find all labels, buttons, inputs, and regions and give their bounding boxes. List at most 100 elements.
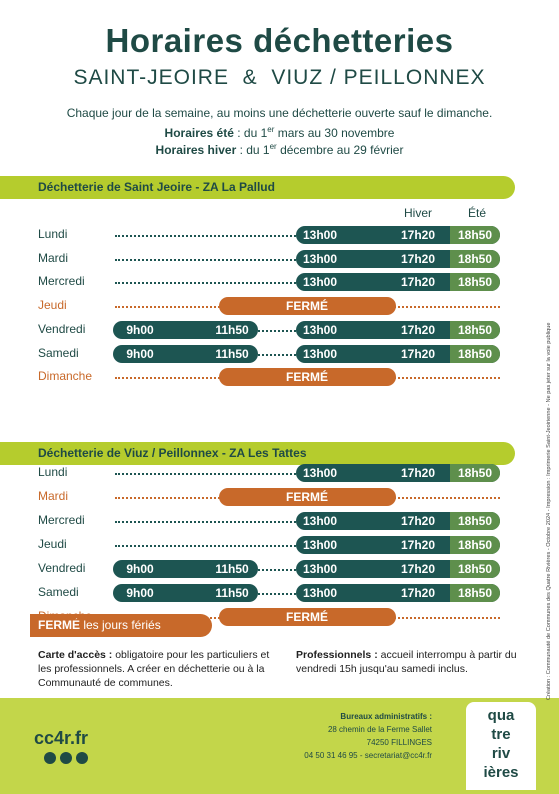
summer-segment xyxy=(450,512,500,530)
summer-segment xyxy=(450,273,500,292)
winter-close: 17h20 xyxy=(400,275,436,290)
label: Horaires hiver xyxy=(155,143,237,157)
label: Horaires été xyxy=(164,126,234,140)
day-label: Dimanche xyxy=(38,369,93,384)
summer-segment xyxy=(450,320,500,339)
logo-part: riv xyxy=(491,745,511,762)
open-time: 13h00 xyxy=(302,228,338,242)
afternoon-pill: 13h00 17h20 18h50 xyxy=(296,584,500,602)
access-note: Carte d'accès : obligatoire pour les par… xyxy=(38,648,278,690)
sup: er xyxy=(269,142,277,151)
contact-line: 04 50 31 46 95 - secretariat@cc4r.fr xyxy=(304,751,432,760)
title: Horaires déchetteries xyxy=(105,22,454,59)
winter-close: 17h20 xyxy=(400,466,436,480)
text: mars au 30 novembre xyxy=(274,126,395,140)
open-time: 13h00 xyxy=(302,466,338,480)
winter-close: 17h20 xyxy=(400,562,436,576)
sup: er xyxy=(267,125,275,134)
text: : du 1 xyxy=(236,143,270,157)
dotted-leader xyxy=(115,473,296,475)
summer-close: 18h50 xyxy=(457,514,493,528)
day-label: Dimanche xyxy=(38,609,93,623)
open-time: 13h00 xyxy=(302,514,338,528)
winter-close: 17h20 xyxy=(400,514,436,528)
winter-close: 17h20 xyxy=(400,322,436,337)
close-time: 11h50 xyxy=(215,562,249,576)
summer-segment xyxy=(450,560,500,578)
social-icons xyxy=(44,752,88,764)
closed-label: FERMÉ xyxy=(286,299,328,314)
summer-close: 18h50 xyxy=(457,228,493,242)
strong: FERMÉ xyxy=(38,618,80,632)
logo-part: ières xyxy=(483,764,519,781)
open-time: 13h00 xyxy=(302,538,338,552)
summer-close: 18h50 xyxy=(457,538,493,552)
afternoon-pill: 13h00 17h20 18h50 xyxy=(296,226,500,244)
site-title-bar: Déchetterie de Viuz / Peillonnex - ZA Le… xyxy=(0,442,515,465)
instagram-icon[interactable] xyxy=(60,752,72,764)
day-label: Vendredi xyxy=(38,561,86,575)
summer-segment xyxy=(450,226,500,244)
dotted-leader xyxy=(115,258,296,261)
facebook-icon[interactable] xyxy=(44,752,56,764)
closed-pill: FERMÉ xyxy=(219,608,396,626)
morning-pill: 9h00 11h50 xyxy=(113,344,258,363)
day-label: Samedi xyxy=(38,585,79,599)
afternoon-pill: 13h00 17h20 18h50 xyxy=(296,249,500,268)
open-time: 13h00 xyxy=(302,586,338,600)
closed-pill: FERMÉ xyxy=(219,488,396,506)
dotted-leader xyxy=(115,521,296,523)
label: Carte d'accès : xyxy=(38,649,113,661)
summer-close: 18h50 xyxy=(457,346,493,361)
label: Professionnels : xyxy=(296,649,378,661)
open-time: 13h00 xyxy=(302,251,338,266)
intro: Chaque jour de la semaine, au moins une … xyxy=(66,106,493,120)
close-time: 11h50 xyxy=(215,586,249,600)
office: Bureaux administratifs : 28 chemin de la… xyxy=(230,710,432,762)
summer-close: 18h50 xyxy=(457,275,493,290)
close-time: 11h50 xyxy=(215,346,249,361)
day-label: Lundi xyxy=(38,227,68,241)
summer-close: 18h50 xyxy=(457,251,493,266)
holidays: FERMÉ les jours fériés xyxy=(30,614,212,637)
open-time: 9h00 xyxy=(126,346,154,361)
open-time: 13h00 xyxy=(302,346,338,361)
day-label: Mercredi xyxy=(38,513,85,527)
closed-label: FERMÉ xyxy=(286,370,328,385)
winter-close: 17h20 xyxy=(400,586,436,600)
day-label: Vendredi xyxy=(38,321,86,336)
afternoon-pill: 13h00 17h20 18h50 xyxy=(296,560,500,578)
column-header: Été xyxy=(467,206,486,220)
summer-close: 18h50 xyxy=(457,562,493,576)
column-header: Hiver xyxy=(403,206,432,220)
day-label: Jeudi xyxy=(38,537,67,551)
text: : du 1 xyxy=(233,126,268,140)
summer-line: Horaires été : du 1er mars au 30 novembr… xyxy=(0,125,559,140)
afternoon-pill: 13h00 17h20 18h50 xyxy=(296,320,500,339)
office-label: Bureaux administratifs : xyxy=(340,712,432,721)
winter-close: 17h20 xyxy=(400,346,436,361)
logo-part: tre xyxy=(491,726,511,743)
morning-pill: 9h00 11h50 xyxy=(113,320,258,339)
afternoon-pill: 13h00 17h20 18h50 xyxy=(296,536,500,554)
subtitle: SAINT-JEOIRE & VIUZ / PEILLONNEX xyxy=(73,66,486,89)
address-line: 74250 FILLINGES xyxy=(366,738,432,747)
open-time: 9h00 xyxy=(126,586,154,600)
summer-close: 18h50 xyxy=(457,586,493,600)
linkedin-icon[interactable] xyxy=(76,752,88,764)
website: cc4r.fr xyxy=(34,728,89,748)
text: les jours fériés xyxy=(80,618,161,632)
day-label: Jeudi xyxy=(38,298,67,313)
dotted-leader xyxy=(115,235,296,237)
day-label: Samedi xyxy=(38,345,79,360)
day-label: Mardi xyxy=(38,489,69,503)
winter-close: 17h20 xyxy=(400,538,436,552)
open-time: 13h00 xyxy=(302,322,338,337)
winter-line: Horaires hiver : du 1er décembre au 29 f… xyxy=(0,142,559,157)
site-title-bar: Déchetterie de Saint Jeoire - ZA La Pall… xyxy=(0,176,515,199)
summer-segment xyxy=(450,536,500,554)
footer: cc4r.fr Bureaux administratifs : 28 chem… xyxy=(0,698,559,794)
summer-segment xyxy=(450,584,500,602)
